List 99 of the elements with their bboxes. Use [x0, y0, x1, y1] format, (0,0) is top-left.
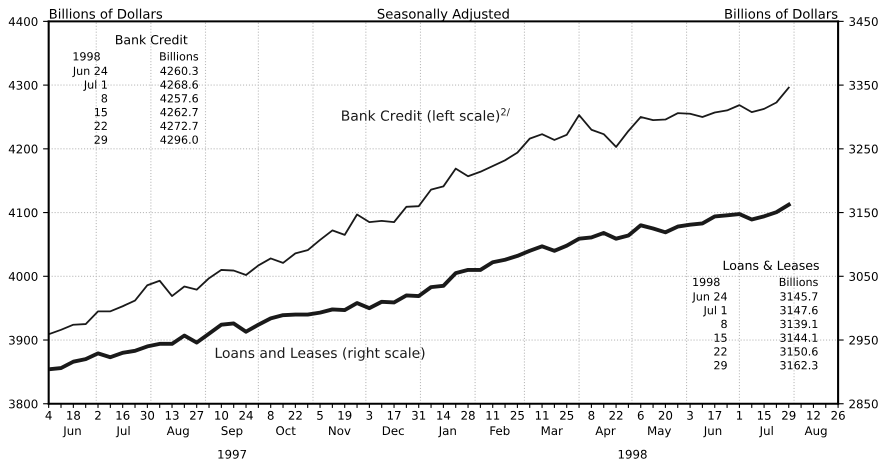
y-tick-label: 3800 [9, 399, 38, 408]
text: Aug [804, 426, 827, 438]
annotation: Jul 1 [83, 80, 107, 91]
y2-tick-label: 3250 [849, 144, 878, 154]
x-tick-label: 25 [560, 410, 574, 420]
annotation: 1998 [693, 278, 720, 286]
y-tick-label: 4300 [8, 80, 38, 90]
text: Sep [222, 426, 242, 438]
text: Jun [703, 426, 722, 438]
x-tick-label: 17 [708, 411, 722, 420]
x-tick-label: 22 [609, 410, 622, 420]
text: Jun [62, 426, 81, 438]
annotation: 3144.1 [780, 334, 818, 342]
annotation: 4262.7 [160, 108, 198, 116]
text: 1998 [618, 450, 647, 459]
annotation: 22 [94, 122, 107, 130]
x-tick-label: 14 [437, 411, 450, 420]
text: Aug [166, 426, 189, 438]
x-tick-label: 1 [736, 411, 742, 420]
annotation: 15 [714, 334, 727, 342]
annotation: 4257.6 [160, 94, 198, 103]
annotation: 8 [721, 320, 727, 328]
x-tick-label: 2 [95, 410, 101, 420]
annotation: 8 [102, 94, 108, 103]
y2-axis-title: Billions of Dollars [725, 8, 838, 19]
annotation: Jun 24 [692, 292, 727, 303]
x-tick-label: 4 [45, 411, 52, 420]
annotation: 22 [714, 347, 726, 356]
x-tick-label: 24 [239, 410, 253, 420]
y2-tick-label: 2850 [849, 399, 878, 408]
x-tick-label: 26 [831, 410, 845, 420]
annotation: 4260.3 [160, 66, 198, 76]
y-tick-label: 4100 [8, 208, 38, 218]
x-tick-label: 12 [807, 410, 820, 420]
text: Oct [276, 426, 296, 436]
annotation: 3147.6 [780, 306, 818, 314]
x-tick-label: 6 [638, 410, 644, 420]
text: Dec [382, 426, 404, 436]
y-axis-title: Billions of Dollars [50, 8, 162, 19]
text: May [648, 426, 672, 438]
x-tick-label: 3 [687, 410, 693, 420]
text: Mar [542, 426, 563, 436]
annotation: 29 [94, 135, 108, 144]
annotation: Jul 1 [702, 306, 727, 316]
annotation: Loans & Leases [724, 260, 819, 270]
series-label: Loans and Leases (right scale) [216, 347, 424, 361]
x-tick-label: 27 [190, 410, 204, 420]
x-tick-label: 11 [486, 411, 500, 420]
text: Apr [595, 426, 616, 438]
text: Nov [329, 426, 351, 436]
x-tick-label: 8 [268, 410, 274, 420]
y2-tick-label: 2950 [849, 336, 878, 345]
x-tick-label: 15 [758, 411, 771, 420]
text: 1997 [218, 450, 246, 459]
y2-tick-label: 3350 [849, 80, 878, 90]
text: Jul [116, 426, 130, 438]
text: Feb [490, 426, 510, 436]
x-tick-label: 13 [166, 410, 179, 420]
y-tick-label: 3900 [9, 336, 38, 345]
x-tick-label: 3 [366, 410, 372, 420]
annotation: Bank Credit [116, 34, 188, 44]
x-tick-label: 16 [116, 410, 130, 420]
x-tick-label: 30 [140, 410, 154, 420]
annotation: 4272.7 [160, 122, 198, 130]
chart-title: Seasonally Adjusted [378, 8, 509, 22]
x-tick-label: 17 [388, 411, 401, 420]
y2-tick-label: 3450 [849, 17, 878, 26]
annotation: Billions [780, 278, 818, 286]
x-tick-label: 8 [588, 410, 594, 420]
x-tick-label: 18 [67, 410, 80, 420]
text: Jul [758, 426, 773, 438]
annotation: 1998 [74, 52, 100, 61]
annotation: 15 [94, 108, 107, 116]
x-tick-label: 29 [782, 410, 796, 420]
annotation: 3145.7 [780, 292, 818, 301]
x-tick-label: 5 [317, 411, 323, 420]
x-tick-label: 25 [510, 410, 524, 420]
y2-tick-label: 3050 [849, 272, 878, 281]
annotation: Billions [160, 52, 198, 61]
text: Jan [438, 426, 456, 438]
x-tick-label: 28 [461, 410, 475, 420]
annotation: 3139.1 [780, 320, 818, 328]
annotation: Jun 24 [72, 66, 108, 78]
annotation: 29 [714, 361, 727, 370]
annotation: 4268.6 [160, 80, 198, 89]
y-tick-label: 4200 [8, 144, 38, 154]
y2-tick-label: 3150 [849, 208, 878, 218]
x-tick-label: 10 [215, 410, 228, 420]
x-tick-label: 11 [536, 411, 548, 420]
y-tick-label: 4000 [8, 272, 38, 281]
x-tick-label: 19 [338, 410, 352, 420]
x-tick-label: 22 [288, 410, 302, 420]
x-tick-label: 20 [658, 410, 672, 420]
y-tick-label: 4400 [8, 17, 38, 26]
x-tick-label: 31 [412, 410, 426, 420]
series-label: Bank Credit (left scale)$^{2/}$ [342, 108, 510, 123]
annotation: 3150.6 [780, 347, 818, 356]
annotation: 4296.0 [160, 135, 198, 144]
annotation: 3162.3 [780, 361, 818, 370]
